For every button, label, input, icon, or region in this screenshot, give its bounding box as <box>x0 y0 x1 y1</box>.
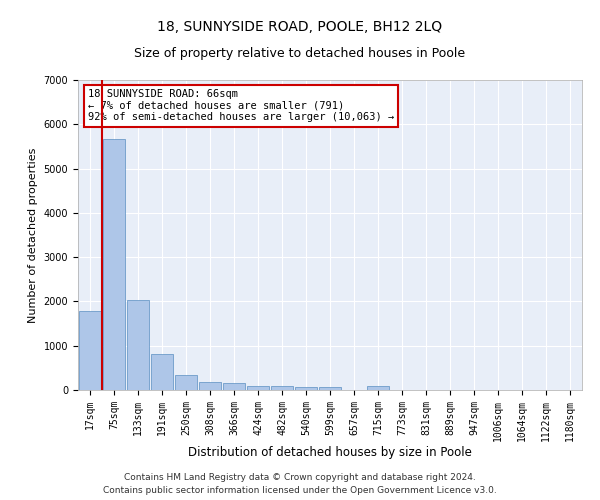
Bar <box>127 300 149 390</box>
Text: 18 SUNNYSIDE ROAD: 66sqm
← 7% of detached houses are smaller (791)
92% of semi-d: 18 SUNNYSIDE ROAD: 66sqm ← 7% of detache… <box>88 90 394 122</box>
Y-axis label: Number of detached properties: Number of detached properties <box>28 148 38 322</box>
Bar <box>103 139 125 390</box>
Bar <box>247 386 269 390</box>
Text: Contains HM Land Registry data © Crown copyright and database right 2024.
Contai: Contains HM Land Registry data © Crown c… <box>103 474 497 495</box>
Bar <box>367 386 389 390</box>
Bar <box>319 387 341 390</box>
Bar <box>79 311 101 390</box>
Bar <box>223 383 245 390</box>
X-axis label: Distribution of detached houses by size in Poole: Distribution of detached houses by size … <box>188 446 472 460</box>
Bar <box>295 386 317 390</box>
Bar <box>199 382 221 390</box>
Bar <box>271 386 293 390</box>
Bar <box>151 354 173 390</box>
Text: Size of property relative to detached houses in Poole: Size of property relative to detached ho… <box>134 48 466 60</box>
Text: 18, SUNNYSIDE ROAD, POOLE, BH12 2LQ: 18, SUNNYSIDE ROAD, POOLE, BH12 2LQ <box>157 20 443 34</box>
Bar <box>175 375 197 390</box>
